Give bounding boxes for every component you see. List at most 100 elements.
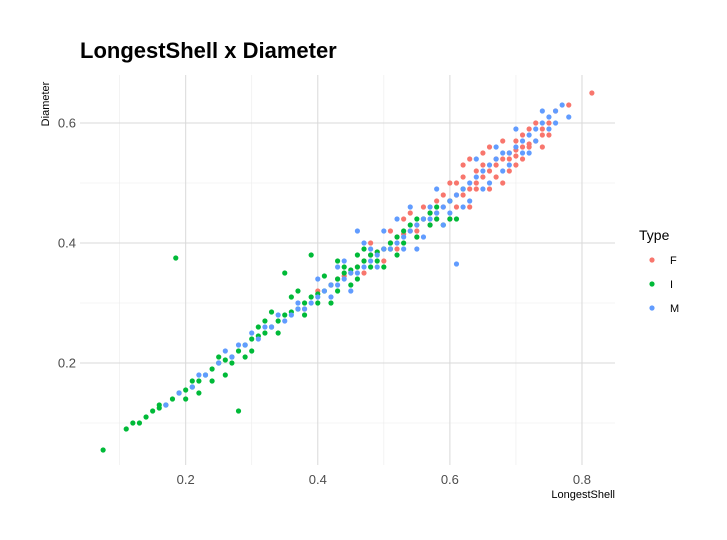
data-point [434,198,440,204]
data-point [268,309,275,315]
data-point [526,150,532,156]
data-point [321,288,327,294]
data-point [460,192,466,198]
chart-title: LongestShell x Diameter [80,38,337,63]
data-point [539,144,545,150]
data-point [480,150,486,156]
data-point [414,228,420,234]
data-point [235,348,242,354]
data-point [533,138,539,144]
x-tick-label: 0.4 [309,472,327,487]
data-point [407,228,413,234]
data-point [341,276,347,282]
data-point [321,273,327,279]
data-point [361,264,367,270]
data-point [361,270,367,276]
data-point [513,144,519,150]
data-point [183,396,189,402]
data-point [255,336,261,342]
data-point [341,264,347,270]
data-point [486,162,493,168]
data-point [533,126,539,132]
data-point [453,204,460,210]
x-axis-title: LongestShell [551,489,615,501]
data-point [566,114,572,120]
data-point [348,288,354,294]
data-point [546,126,552,132]
data-point [506,150,512,156]
data-point [559,102,565,108]
data-point [368,258,374,264]
data-point [196,378,202,384]
data-point [354,252,361,258]
data-point [420,204,427,210]
data-point [368,246,374,252]
data-point [368,264,374,270]
legend-label-I: I [670,279,673,291]
data-point [130,420,136,426]
data-point [374,252,380,258]
data-point [407,210,413,216]
data-point [242,354,248,360]
data-point [467,156,473,162]
data-point [368,252,374,258]
data-point [414,246,420,252]
data-point [513,153,519,159]
data-point [334,282,341,288]
data-point [526,144,532,150]
data-point [394,252,400,258]
data-point [275,318,281,324]
legend-key-I [649,281,655,287]
data-point [308,300,314,306]
data-point [176,390,182,396]
data-point [519,150,526,156]
data-point [209,378,215,384]
data-point [519,138,526,144]
data-point [480,186,486,192]
data-point [506,162,512,168]
data-point [183,387,189,393]
data-point [249,330,255,336]
data-point [334,258,341,264]
data-point [262,330,268,336]
data-point [589,90,595,96]
data-point [169,396,176,402]
data-point [519,132,526,138]
data-point [209,366,215,372]
data-point [500,138,506,144]
data-point [374,264,380,270]
data-point [480,168,486,174]
data-point [295,300,301,306]
data-point [546,120,552,126]
data-point [295,288,301,294]
data-point [222,372,228,378]
data-point [315,300,321,306]
data-point [519,156,526,162]
data-point [506,168,512,174]
data-point [546,114,552,120]
data-point [315,294,321,300]
legend-label-F: F [670,255,677,267]
data-point [268,324,275,330]
data-point [361,240,367,246]
data-point [354,228,361,234]
data-point [222,348,228,354]
data-point [328,300,334,306]
data-point [394,240,400,246]
data-point [473,156,479,162]
data-point [526,126,532,132]
data-point [414,216,420,222]
data-point [361,258,367,264]
data-point [381,258,387,264]
data-point [453,180,460,186]
y-tick-label: 0.2 [58,356,76,371]
data-point [427,222,433,228]
data-point [486,144,493,150]
y-tick-label: 0.4 [58,236,76,251]
data-point [552,108,559,114]
data-point [434,204,440,210]
data-point [262,324,268,330]
data-point [500,150,506,156]
data-point [453,261,460,267]
legend-key-F [649,257,655,263]
